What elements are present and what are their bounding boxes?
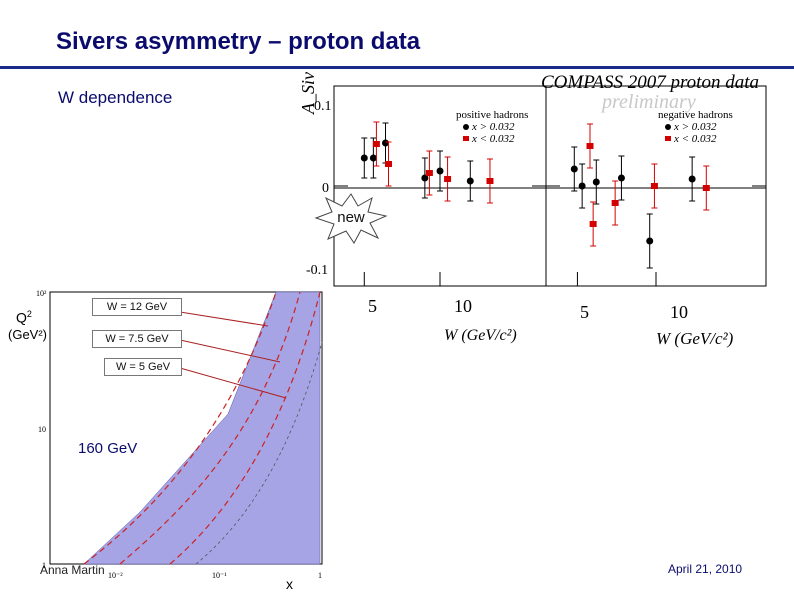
chart-title: COMPASS 2007 proton data <box>541 72 759 93</box>
data-point <box>586 143 594 149</box>
x-axis-label: x <box>286 576 293 592</box>
data-point <box>650 183 658 189</box>
page-title: Sivers asymmetry – proton data <box>56 28 421 55</box>
ytick-label: 10 <box>38 425 46 434</box>
y-cut-line <box>195 341 323 565</box>
author: Anna Martin <box>40 563 105 577</box>
beam-energy-label: 160 GeV <box>78 440 138 457</box>
xtick-label: 5 <box>580 302 589 322</box>
data-point <box>570 165 578 173</box>
data-point <box>646 237 654 245</box>
w-label-7-5: W = 7.5 GeV <box>92 330 182 348</box>
ytick-label: 0.1 <box>314 99 332 114</box>
x-axis-label: W (GeV/c²) <box>656 329 734 348</box>
xtick-label: 1 <box>318 571 322 580</box>
q2-axis-label: Q2 <box>16 309 32 326</box>
data-point <box>421 174 429 182</box>
w-line-12 <box>83 291 277 565</box>
xtick-label: 10 <box>670 302 688 322</box>
ytick-label: 10² <box>36 289 47 298</box>
new-starburst: new <box>314 193 388 244</box>
data-point <box>589 221 597 227</box>
xtick-label: 10⁻¹ <box>212 571 227 580</box>
data-point <box>688 175 696 183</box>
date: April 21, 2010 <box>668 562 743 576</box>
legend-title: positive hadrons <box>456 109 528 121</box>
w-label-pointer <box>179 367 287 399</box>
data-point <box>611 200 619 206</box>
x-axis-label: W (GeV/c²) <box>444 327 517 344</box>
w-label-12: W = 12 GeV <box>92 298 182 316</box>
legend-marker <box>463 124 469 130</box>
ytick-label: 0 <box>322 181 329 196</box>
asymmetry-chart: COMPASS 2007 proton data preliminary A_S… <box>298 72 767 348</box>
data-point <box>381 139 389 147</box>
data-point <box>372 141 380 147</box>
xtick-label: 10 <box>454 296 472 316</box>
ytick-label: 1 <box>42 561 46 570</box>
data-point <box>425 170 433 176</box>
legend-label: x < 0.032 <box>471 133 515 145</box>
data-point <box>466 177 474 185</box>
data-point <box>578 182 586 190</box>
legend-label: x < 0.032 <box>673 133 717 145</box>
w-label-pointer <box>179 339 281 363</box>
kinematic-chart: 10² 10 1 10⁻² 10⁻¹ 1 <box>36 289 323 580</box>
w-label-pointer <box>179 311 269 327</box>
data-point <box>592 178 600 186</box>
legend-label: x > 0.032 <box>471 121 515 133</box>
title-rule <box>0 66 794 69</box>
data-point <box>360 154 368 162</box>
data-point <box>617 174 625 182</box>
data-point <box>486 178 494 184</box>
xtick-label: 5 <box>368 296 377 316</box>
ytick-label: -0.1 <box>306 263 328 278</box>
legend-title: negative hadrons <box>658 109 733 121</box>
preliminary-watermark: preliminary <box>600 91 696 113</box>
w-label-5: W = 5 GeV <box>104 358 182 376</box>
legend-label: x > 0.032 <box>673 121 717 133</box>
w-line-5 <box>169 291 321 565</box>
data-point <box>702 185 710 191</box>
legend-marker <box>665 124 671 130</box>
data-point <box>444 176 452 182</box>
subtitle: W dependence <box>58 88 173 107</box>
q2-unit-label: (GeV²) <box>8 327 47 342</box>
legend-marker <box>665 136 671 141</box>
data-point <box>385 161 393 167</box>
legend-marker <box>463 136 469 141</box>
xtick-label: 10⁻² <box>108 571 123 580</box>
data-point <box>369 154 377 162</box>
new-label: new <box>337 209 365 226</box>
data-point <box>436 167 444 175</box>
y-axis-label: A_Siv^p <box>298 72 318 115</box>
